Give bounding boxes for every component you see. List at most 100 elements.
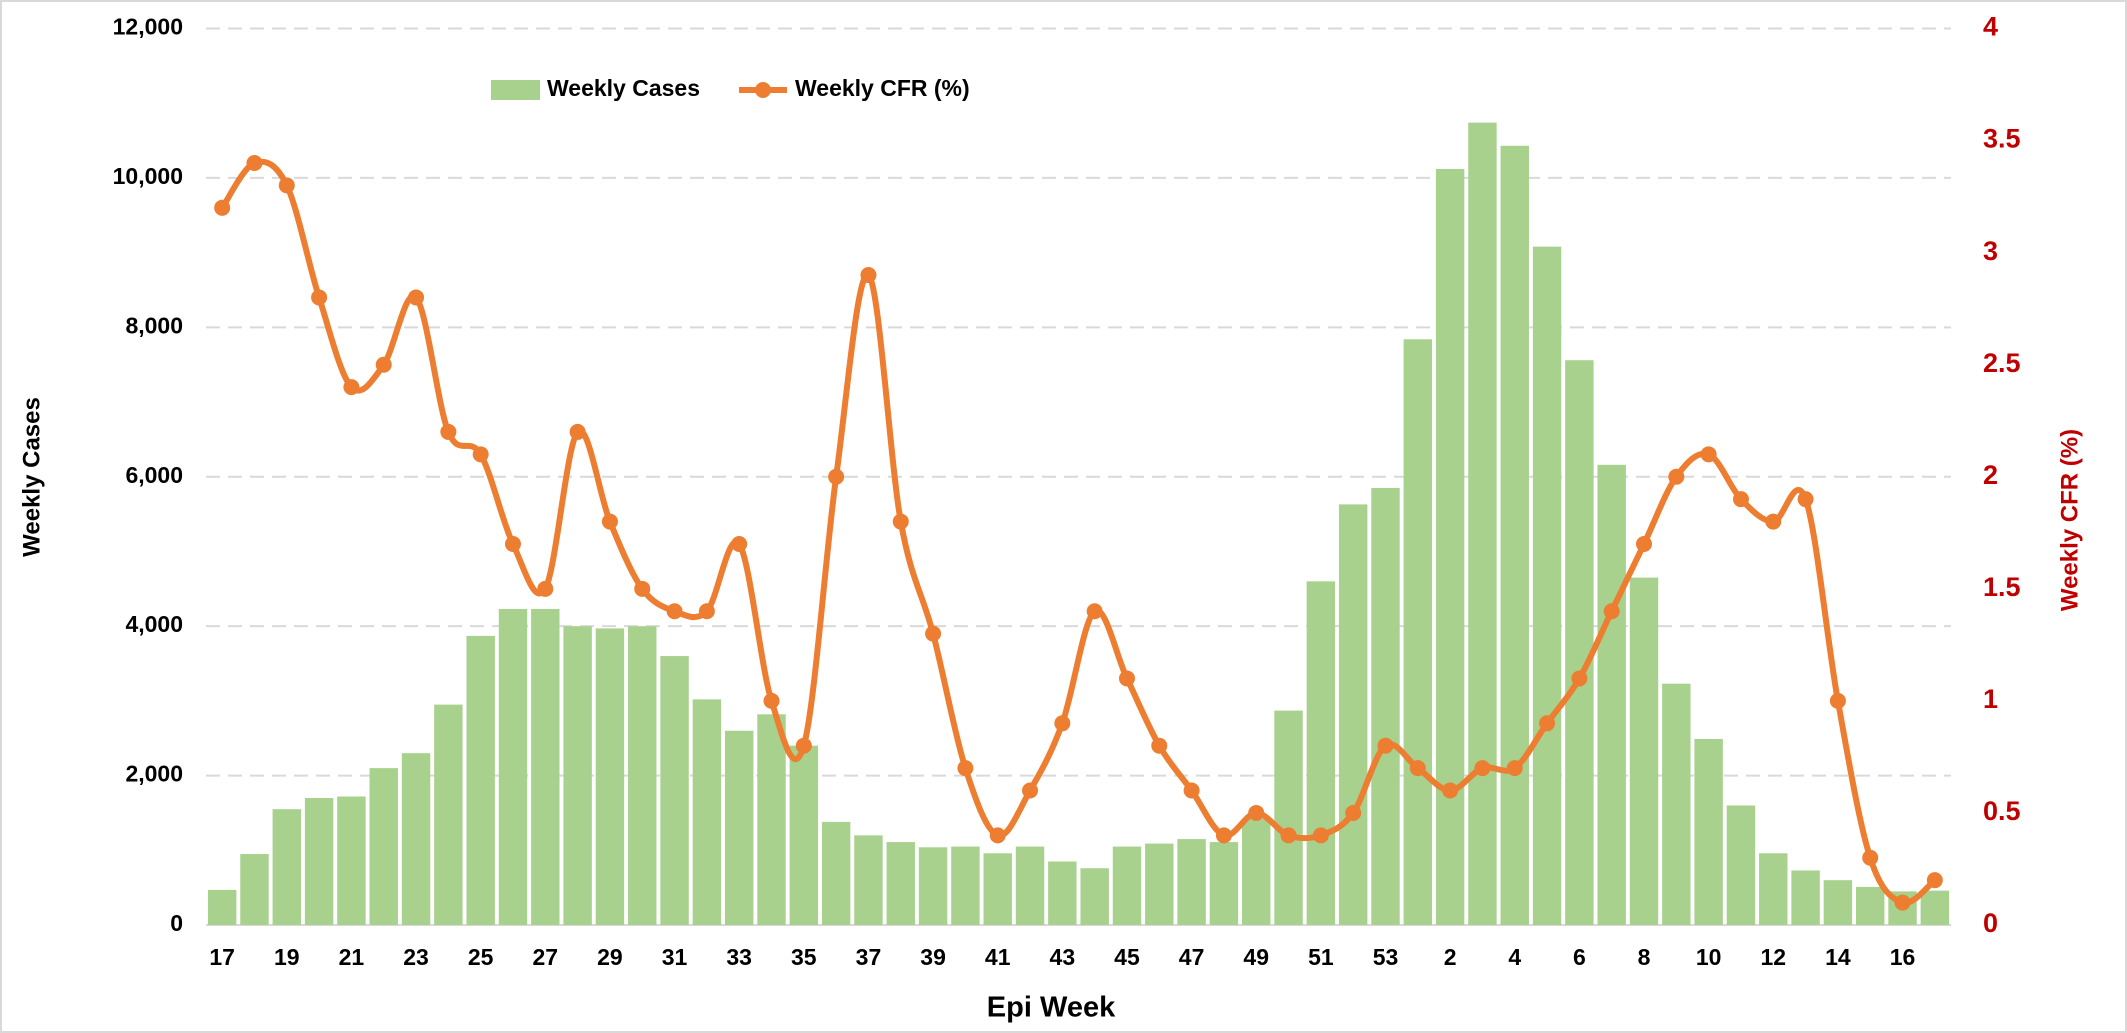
- line-point: [1797, 491, 1814, 508]
- bar: [434, 704, 463, 925]
- y-tick-label: 6,000: [125, 462, 183, 488]
- line-point: [1248, 804, 1265, 821]
- line-point: [731, 535, 748, 552]
- bar: [272, 809, 302, 925]
- legend-label: Weekly CFR (%): [795, 75, 970, 101]
- y-tick-label: 8,000: [125, 312, 183, 338]
- y-axis-title: Weekly Cases: [18, 397, 45, 557]
- x-tick-label: 53: [1373, 944, 1399, 970]
- x-tick-label: 17: [209, 944, 235, 970]
- x-tick-label: 47: [1179, 944, 1205, 970]
- bar: [1209, 842, 1239, 925]
- bar: [1920, 890, 1950, 925]
- bar: [1662, 683, 1691, 925]
- bar: [1629, 577, 1659, 925]
- legend-swatch: [491, 80, 540, 100]
- x-tick-label: 16: [1890, 944, 1916, 970]
- line-point: [537, 580, 554, 597]
- x-tick-label: 51: [1308, 944, 1334, 970]
- line-point: [472, 446, 489, 463]
- line-point: [1312, 827, 1329, 844]
- line-point: [1894, 894, 1911, 911]
- y-tick-label: 0: [170, 910, 183, 936]
- legend-swatch: [755, 82, 771, 98]
- bar: [498, 608, 528, 925]
- line-point: [214, 199, 231, 216]
- line-point: [278, 177, 295, 194]
- x-tick-label: 37: [856, 944, 882, 970]
- bar: [1177, 839, 1206, 925]
- line-point: [408, 289, 425, 306]
- y-tick-label: 10,000: [113, 163, 183, 189]
- bar: [628, 626, 657, 925]
- line-point: [1668, 468, 1685, 485]
- line-point: [569, 423, 586, 440]
- line-point: [1183, 782, 1200, 799]
- x-tick-label: 33: [726, 944, 752, 970]
- line-point: [763, 692, 780, 709]
- bar: [1500, 145, 1529, 925]
- y2-tick-label: 1: [1983, 684, 1998, 714]
- line-point: [504, 535, 521, 552]
- bar: [886, 842, 915, 925]
- bar: [692, 699, 722, 925]
- bar: [1726, 805, 1756, 925]
- line-point: [957, 760, 974, 777]
- bar: [1403, 339, 1433, 926]
- line-point: [1506, 760, 1523, 777]
- line-point: [860, 267, 877, 284]
- line-point: [828, 468, 845, 485]
- line-point: [1636, 535, 1653, 552]
- x-tick-label: 6: [1573, 944, 1586, 970]
- bar: [1015, 846, 1045, 925]
- bar: [757, 714, 786, 925]
- y2-tick-label: 3.5: [1983, 124, 2021, 154]
- line-point: [1732, 491, 1749, 508]
- bar: [983, 853, 1012, 925]
- y2-tick-label: 3: [1983, 236, 1998, 266]
- line-point: [440, 423, 457, 440]
- x-tick-label: 45: [1114, 944, 1140, 970]
- bar: [821, 821, 851, 925]
- x-tick-label: 25: [468, 944, 494, 970]
- x-tick-label: 29: [597, 944, 623, 970]
- line-point: [634, 580, 651, 597]
- line-point: [1215, 827, 1232, 844]
- bar: [1759, 853, 1788, 925]
- bar: [1694, 738, 1723, 925]
- bar: [1371, 487, 1400, 925]
- line-point: [1862, 849, 1879, 866]
- bar: [789, 745, 819, 925]
- bar: [1242, 818, 1271, 925]
- line-point: [795, 737, 812, 754]
- x-tick-label: 23: [403, 944, 429, 970]
- bar: [1532, 246, 1562, 926]
- bar: [401, 753, 431, 925]
- line-point: [1765, 513, 1782, 530]
- bar: [563, 626, 592, 925]
- bar: [304, 797, 334, 925]
- y2-axis-title: Weekly CFR (%): [2056, 429, 2083, 611]
- x-tick-label: 49: [1243, 944, 1269, 970]
- bar: [1080, 868, 1109, 925]
- bar: [1048, 861, 1077, 925]
- bar: [531, 608, 560, 925]
- line-point: [1118, 670, 1135, 687]
- line-point: [601, 513, 618, 530]
- line-point: [1409, 760, 1426, 777]
- bar: [854, 835, 883, 925]
- x-tick-label: 14: [1825, 944, 1851, 970]
- x-tick-label: 10: [1696, 944, 1722, 970]
- line-point: [1474, 760, 1491, 777]
- line-point: [698, 603, 715, 620]
- line-point: [666, 603, 683, 620]
- bar: [1306, 581, 1336, 925]
- line-point: [1345, 804, 1362, 821]
- line-point: [1603, 603, 1620, 620]
- y2-tick-label: 2.5: [1983, 348, 2021, 378]
- bar: [1791, 870, 1820, 925]
- line-point: [1571, 670, 1588, 687]
- bar: [1855, 886, 1885, 925]
- bar: [207, 889, 237, 925]
